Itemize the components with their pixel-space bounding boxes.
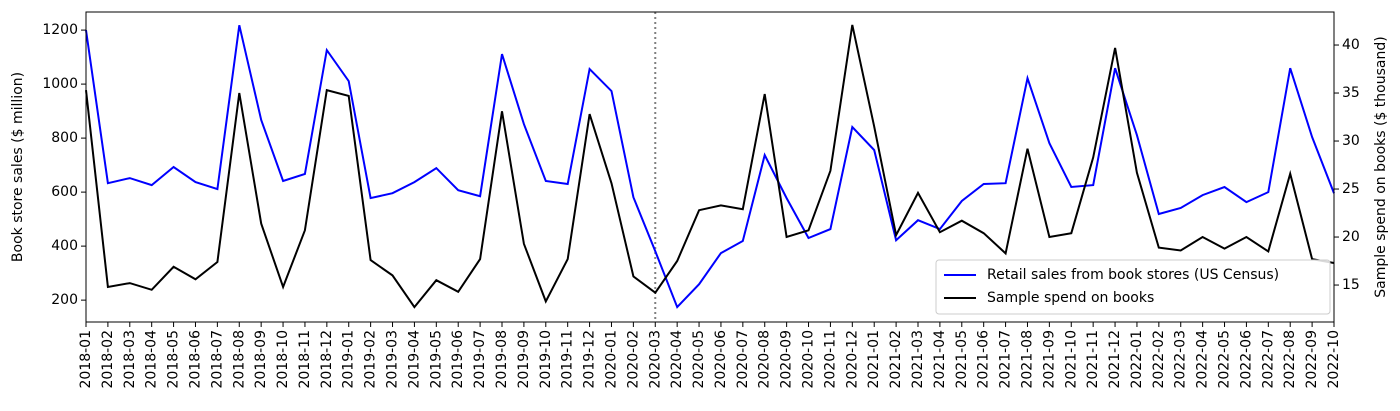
x-tick-label: 2019-05 bbox=[428, 330, 444, 389]
x-tick-label: 2020-03 bbox=[647, 330, 663, 389]
x-tick-label: 2021-05 bbox=[954, 330, 970, 389]
x-tick-label: 2020-04 bbox=[669, 330, 685, 389]
x-tick-label: 2018-12 bbox=[319, 330, 335, 389]
x-tick-label: 2022-07 bbox=[1260, 330, 1276, 389]
x-tick-label: 2022-08 bbox=[1282, 330, 1298, 389]
y2-tick-label: 30 bbox=[1342, 133, 1360, 149]
x-tick-label: 2021-08 bbox=[1019, 330, 1035, 389]
y2-tick-label: 20 bbox=[1342, 229, 1360, 245]
x-tick-label: 2019-10 bbox=[538, 330, 554, 389]
x-tick-label: 2018-04 bbox=[144, 330, 160, 389]
x-tick-label: 2018-01 bbox=[78, 330, 94, 389]
x-tick-label: 2022-01 bbox=[1129, 330, 1145, 389]
x-tick-label: 2019-03 bbox=[385, 330, 401, 389]
x-tick-label: 2018-02 bbox=[100, 330, 116, 389]
x-tick-label: 2021-04 bbox=[932, 330, 948, 389]
x-tick-label: 2021-01 bbox=[866, 330, 882, 389]
y2-tick-label: 15 bbox=[1342, 277, 1360, 293]
x-tick-label: 2019-12 bbox=[582, 330, 598, 389]
y-tick-label: 1000 bbox=[42, 76, 78, 92]
x-tick-label: 2021-07 bbox=[998, 330, 1014, 389]
y2-tick-label: 40 bbox=[1342, 37, 1360, 53]
x-tick-label: 2018-10 bbox=[275, 330, 291, 389]
plot-frame bbox=[85, 11, 1335, 323]
y-tick-label: 200 bbox=[51, 292, 78, 308]
x-tick-label: 2022-10 bbox=[1326, 330, 1342, 389]
x-tick-label: 2018-03 bbox=[122, 330, 138, 389]
x-tick-label: 2018-09 bbox=[253, 330, 269, 389]
y-tick-label: 400 bbox=[51, 238, 78, 254]
x-tick-label: 2021-11 bbox=[1085, 330, 1101, 389]
series-line bbox=[85, 24, 1335, 309]
x-tick-label: 2021-12 bbox=[1107, 330, 1123, 389]
y-tick-label: 600 bbox=[51, 184, 78, 200]
x-tick-label: 2020-12 bbox=[844, 330, 860, 389]
x-tick-label: 2020-07 bbox=[735, 330, 751, 389]
x-tick-label: 2019-01 bbox=[341, 330, 357, 389]
x-tick-label: 2020-08 bbox=[757, 330, 773, 389]
y-tick-label: 1200 bbox=[42, 22, 78, 38]
x-tick-label: 2022-04 bbox=[1195, 330, 1211, 389]
y2-tick-label: 35 bbox=[1342, 85, 1360, 101]
x-tick-label: 2019-09 bbox=[516, 330, 532, 389]
x-tick-label: 2020-02 bbox=[625, 330, 641, 389]
y-tick-label: 800 bbox=[51, 130, 78, 146]
legend-label: Retail sales from book stores (US Census… bbox=[987, 267, 1279, 283]
x-tick-label: 2021-09 bbox=[1041, 330, 1057, 389]
x-tick-label: 2020-11 bbox=[822, 330, 838, 389]
legend-box bbox=[935, 259, 1331, 315]
series-line bbox=[85, 24, 1335, 309]
y-axis-label: Book store sales ($ million) bbox=[10, 72, 26, 262]
x-tick-label: 2018-08 bbox=[231, 330, 247, 389]
x-tick-label: 2019-08 bbox=[494, 330, 510, 389]
legend-label: Sample spend on books bbox=[987, 290, 1154, 306]
x-tick-label: 2021-10 bbox=[1063, 330, 1079, 389]
x-tick-label: 2018-05 bbox=[166, 330, 182, 389]
x-tick-label: 2019-06 bbox=[450, 330, 466, 389]
x-tick-label: 2019-04 bbox=[406, 330, 422, 389]
x-tick-label: 2022-05 bbox=[1217, 330, 1233, 389]
x-tick-label: 2019-11 bbox=[560, 330, 576, 389]
x-tick-label: 2020-05 bbox=[691, 330, 707, 389]
x-tick-label: 2019-02 bbox=[363, 330, 379, 389]
x-tick-label: 2020-06 bbox=[713, 330, 729, 389]
x-tick-label: 2021-02 bbox=[888, 330, 904, 389]
x-tick-label: 2020-09 bbox=[779, 330, 795, 389]
x-tick-label: 2022-03 bbox=[1173, 330, 1189, 389]
y2-axis-label: Sample spend on books ($ thousand) bbox=[1373, 36, 1389, 297]
x-tick-label: 2020-01 bbox=[603, 330, 619, 389]
x-tick-label: 2020-10 bbox=[801, 330, 817, 389]
x-tick-label: 2018-07 bbox=[209, 330, 225, 389]
x-tick-label: 2018-06 bbox=[187, 330, 203, 389]
x-tick-label: 2019-07 bbox=[472, 330, 488, 389]
x-tick-label: 2022-02 bbox=[1151, 330, 1167, 389]
x-tick-label: 2021-06 bbox=[976, 330, 992, 389]
y2-tick-label: 25 bbox=[1342, 181, 1360, 197]
x-tick-label: 2022-06 bbox=[1238, 330, 1254, 389]
x-tick-label: 2022-09 bbox=[1304, 330, 1320, 389]
x-tick-label: 2018-11 bbox=[297, 330, 313, 389]
x-tick-label: 2021-03 bbox=[910, 330, 926, 389]
